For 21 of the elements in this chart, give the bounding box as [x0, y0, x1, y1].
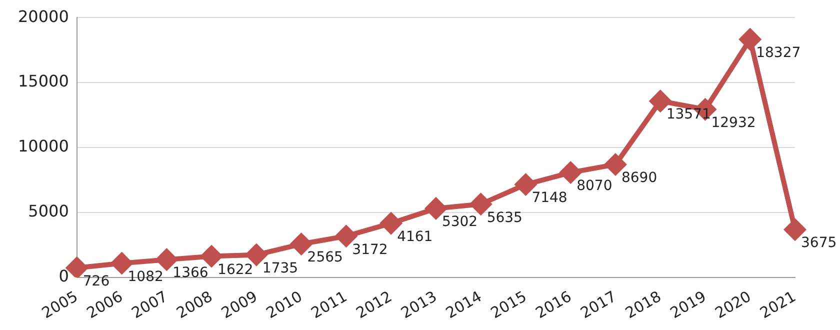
data-label: 5635: [486, 210, 522, 226]
data-label: 726: [82, 274, 110, 290]
y-tick-label: 20000: [18, 6, 69, 26]
data-label: 1735: [262, 260, 298, 276]
data-label: 12932: [711, 115, 756, 132]
y-tick-label: 10000: [18, 136, 69, 156]
data-label: 1082: [128, 268, 164, 285]
data-label: 2565: [307, 250, 343, 266]
data-label: 8070: [576, 178, 612, 194]
data-label: 5302: [442, 214, 478, 230]
y-tick-label: 15000: [18, 72, 69, 91]
data-label: 8690: [621, 170, 658, 186]
data-label: 3172: [352, 242, 388, 258]
data-label: 3675: [801, 235, 837, 252]
data-label: 4161: [397, 228, 433, 245]
data-label: 1622: [218, 262, 254, 278]
data-label: 7148: [532, 190, 568, 206]
data-label: 1366: [172, 265, 208, 282]
data-label: 18327: [756, 44, 801, 61]
y-tick-label: 5000: [28, 202, 69, 221]
y-tick-label: 0: [58, 266, 69, 286]
